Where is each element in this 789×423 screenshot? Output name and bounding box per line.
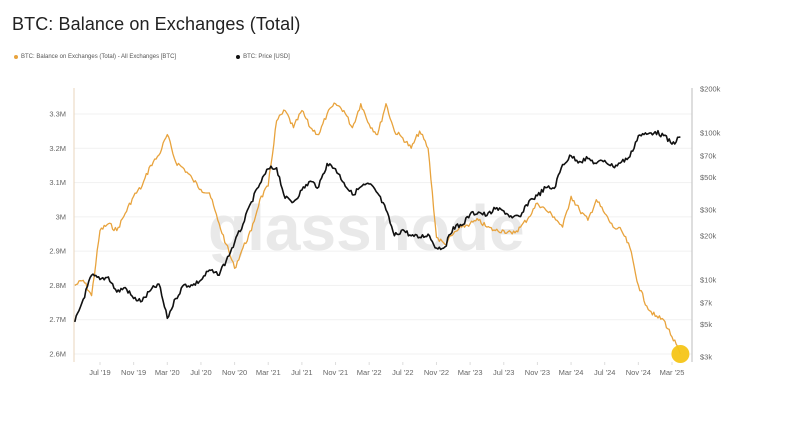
annotations xyxy=(671,345,690,363)
right-axis-tick-label: $20k xyxy=(700,231,717,240)
left-axis-tick-label: 2.6M xyxy=(49,350,66,359)
x-axis-tick-label: Nov '21 xyxy=(323,368,348,377)
x-axis-tick-label: Jul '19 xyxy=(89,368,110,377)
left-axis-tick-label: 2.7M xyxy=(49,315,66,324)
right-axis-ticks: $3k $5k $7k $10k $20k $30k $50k $70k $100k $200k xyxy=(700,85,721,362)
left-axis-tick-label: 3M xyxy=(56,212,66,221)
legend-label-balance: BTC: Balance on Exchanges (Total) - All … xyxy=(21,54,177,60)
watermark: glassnode xyxy=(208,192,525,264)
x-axis-tick-label: Mar '23 xyxy=(458,368,483,377)
left-axis-tick-label: 3.1M xyxy=(49,178,66,187)
right-axis-tick-label: $50k xyxy=(700,173,717,182)
x-axis-ticks: Jul '19 Nov '19 Mar '20 Jul '20 Nov '20 Mar '… xyxy=(89,362,684,377)
x-axis-tick-label: Jul '24 xyxy=(594,368,615,377)
left-axis-ticks: 2.6M 2.7M 2.8M 2.9M 3M 3.1M 3.2M 3.3M xyxy=(49,110,66,359)
x-axis-tick-label: Nov '22 xyxy=(424,368,449,377)
gridlines xyxy=(74,113,692,355)
x-axis-tick-label: Jul '22 xyxy=(392,368,413,377)
legend-label-price: BTC: Price [USD] xyxy=(243,54,290,60)
x-axis-tick-label: Jul '21 xyxy=(291,368,312,377)
series-line-price xyxy=(74,129,681,323)
legend-item-price[interactable]: BTC: Price [USD] xyxy=(236,54,290,60)
legend-marker-balance xyxy=(14,55,18,59)
right-axis-tick-label: $100k xyxy=(700,129,721,138)
right-axis-tick-label: $30k xyxy=(700,205,717,214)
left-axis-tick-label: 3.3M xyxy=(49,110,66,119)
right-axis-tick-label: $70k xyxy=(700,151,717,160)
legend-item-balance[interactable]: BTC: Balance on Exchanges (Total) - All … xyxy=(14,54,176,60)
right-axis-tick-label: $7k xyxy=(700,298,712,307)
x-axis-tick-label: Mar '21 xyxy=(256,368,281,377)
chart-title: BTC: Balance on Exchanges (Total) xyxy=(12,14,301,34)
x-axis-tick-label: Jul '23 xyxy=(493,368,514,377)
series-line-balance xyxy=(74,102,682,355)
x-axis-tick-label: Mar '25 xyxy=(660,368,685,377)
x-axis-tick-label: Nov '19 xyxy=(121,368,146,377)
x-axis-tick-label: Mar '22 xyxy=(357,368,382,377)
x-axis-tick-label: Mar '20 xyxy=(155,368,180,377)
x-axis-tick-label: Jul '20 xyxy=(190,368,211,377)
highlight-marker xyxy=(671,345,690,363)
legend: BTC: Balance on Exchanges (Total) - All … xyxy=(14,54,290,60)
x-axis-tick-label: Nov '20 xyxy=(222,368,247,377)
x-axis-tick-label: Nov '23 xyxy=(525,368,550,377)
left-axis-tick-label: 2.8M xyxy=(49,281,66,290)
x-axis-tick-label: Nov '24 xyxy=(626,368,651,377)
x-axis-tick-label: Mar '24 xyxy=(559,368,584,377)
series-layer xyxy=(74,102,682,355)
right-axis-tick-label: $200k xyxy=(700,85,721,94)
legend-marker-price xyxy=(236,55,241,59)
right-axis-tick-label: $10k xyxy=(700,276,717,285)
right-axis-tick-label: $3k xyxy=(700,353,712,362)
left-axis-tick-label: 3.2M xyxy=(49,144,66,153)
left-axis-tick-label: 2.9M xyxy=(49,247,66,256)
right-axis-tick-label: $5k xyxy=(700,320,712,329)
